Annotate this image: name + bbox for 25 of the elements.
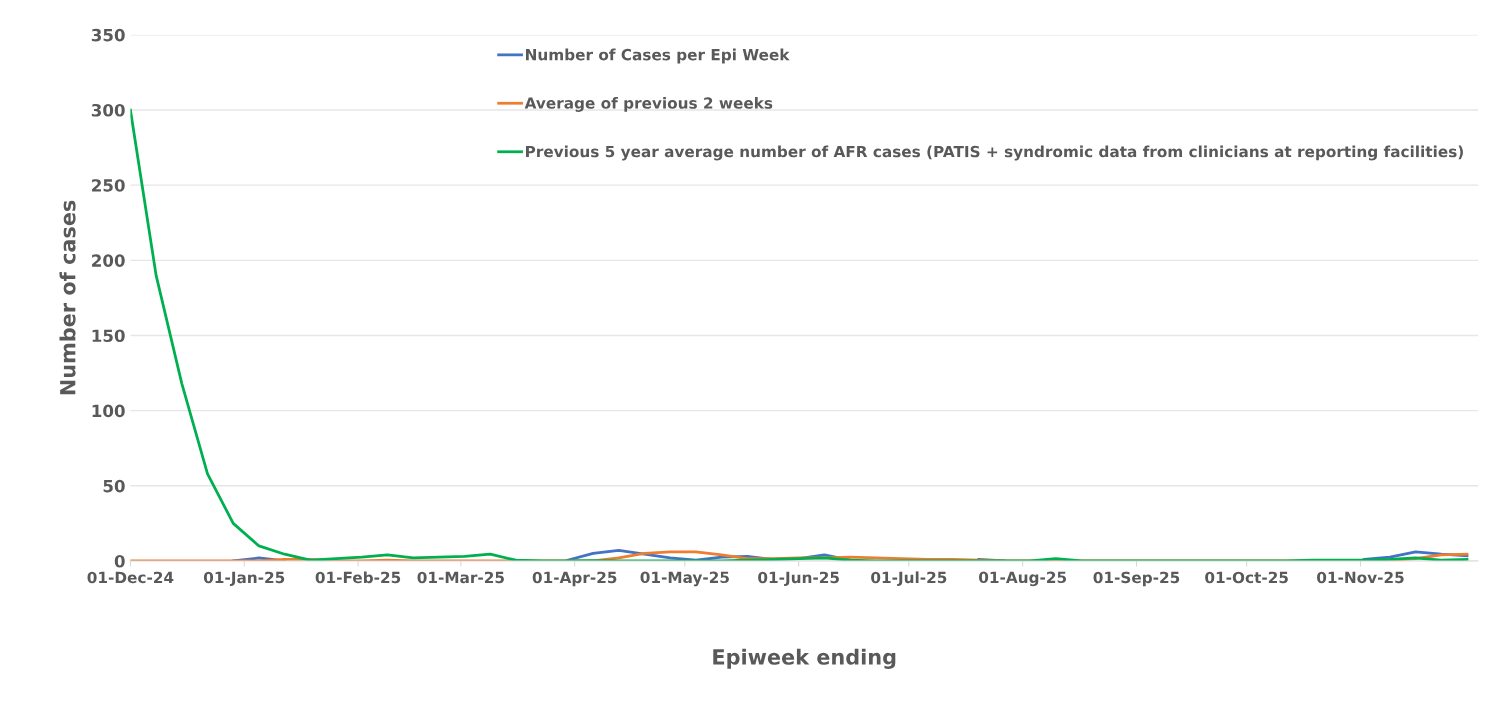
- legend-label: Average of previous 2 weeks: [524, 96, 773, 112]
- y-tick-label: 50: [103, 479, 125, 493]
- y-tick-label: 100: [92, 404, 125, 418]
- y-tick-label: 350: [91, 28, 125, 42]
- x-axis-title: Epiweek ending: [713, 648, 896, 670]
- y-tick-label: 200: [92, 254, 125, 267]
- x-tick-label: 01-Jan-25: [203, 571, 285, 587]
- y-tick-label: 150: [92, 329, 125, 343]
- y-tick-label: 0: [114, 554, 125, 568]
- x-tick-label: 01-Jul-25: [871, 571, 947, 587]
- y-axis-title: Number of cases: [59, 200, 76, 395]
- y-tick-label: 300: [91, 103, 125, 117]
- x-tick-label: 01-May-25: [640, 571, 729, 587]
- legend-label: Number of Cases per Epi Week: [526, 48, 790, 64]
- x-tick-label: 01-Mar-25: [417, 571, 504, 584]
- x-tick-label: 01-Dec-24: [87, 571, 174, 584]
- x-tick-label: 01-Jun-25: [758, 571, 839, 587]
- legend-label: Previous 5 year average number of AFR cases (PATIS + syndromic data from clinicians at reporting facilities): [526, 145, 1463, 161]
- x-tick-label: 01-Nov-25: [1317, 571, 1404, 584]
- x-tick-label: 01-Aug-25: [979, 571, 1067, 587]
- x-tick-label: 01-Oct-25: [1205, 571, 1288, 584]
- x-tick-label: 01-Sep-25: [1093, 571, 1180, 587]
- x-tick-label: 01-Feb-25: [315, 571, 401, 584]
- x-tick-label: 01-Apr-25: [532, 571, 617, 587]
- y-tick-label: 250: [92, 179, 125, 192]
